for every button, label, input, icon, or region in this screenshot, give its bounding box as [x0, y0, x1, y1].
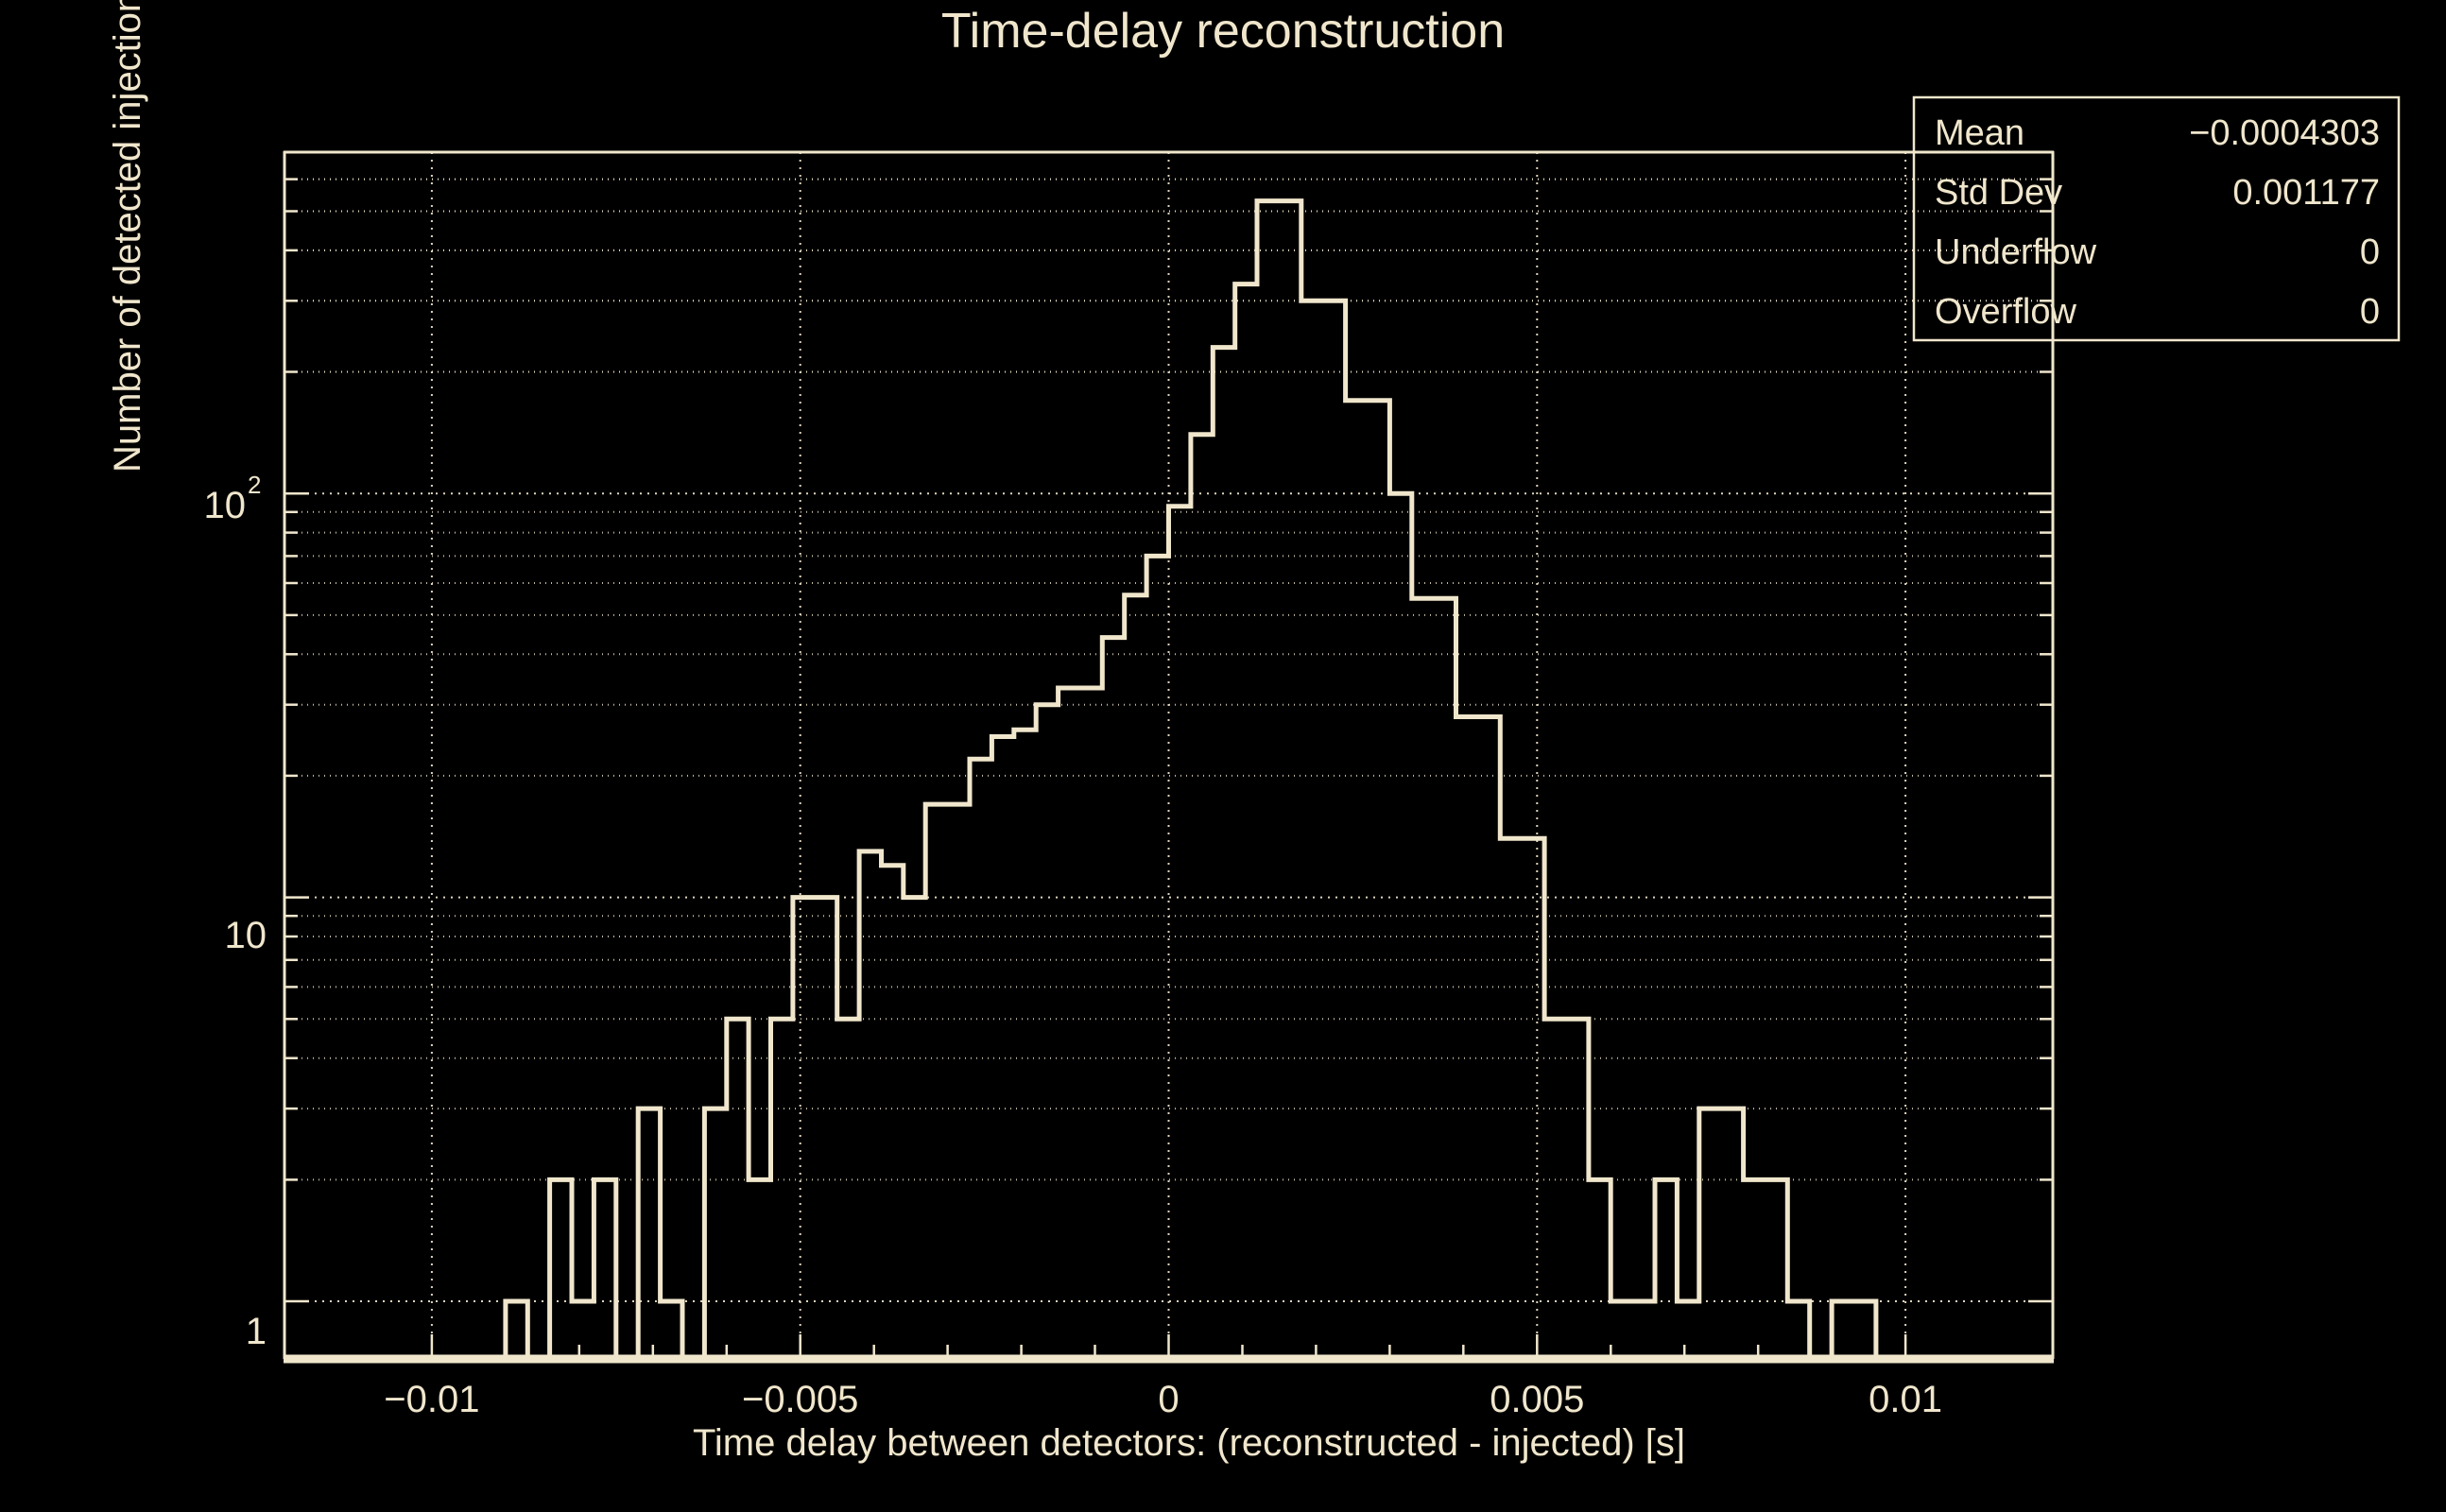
x-axis-title: Time delay between detectors: (reconstru… — [693, 1422, 1685, 1464]
y-tick-label-1: 1 — [246, 1311, 267, 1352]
y-tick-label-100-exponent: 2 — [248, 471, 261, 499]
y-axis-title: Number of detected injections — [107, 0, 148, 472]
stats-row-label: Underflow — [1935, 232, 2097, 272]
x-tick-label: 0 — [1158, 1379, 1179, 1420]
y-tick-label-100: 10 2 — [204, 471, 262, 526]
x-tick-label: −0.01 — [384, 1379, 479, 1420]
x-tick-label: 0.005 — [1490, 1379, 1584, 1420]
stats-row-label: Std Dev — [1935, 173, 2062, 213]
stats-box-rows: Mean −0.0004303 Std Dev 0.001177 Underflow 0 O… — [1935, 113, 2380, 332]
y-tick-labels: 1 10 10 2 — [204, 471, 267, 1352]
stats-box-border — [1912, 95, 2401, 342]
histogram-step-curve — [284, 198, 2053, 1362]
plot-title: Time-delay reconstruction — [941, 4, 1505, 59]
stats-row-label: Mean — [1935, 113, 2024, 153]
stats-row-value: 0.001177 — [2232, 173, 2380, 213]
y-tick-label-10: 10 — [225, 915, 267, 956]
stats-row-value: −0.0004303 — [2189, 113, 2380, 153]
stats-row-label: Overflow — [1935, 292, 2076, 332]
grid-lines — [284, 151, 2053, 1359]
stats-row-value: 0 — [2360, 232, 2380, 272]
stats-row-value: 0 — [2360, 292, 2380, 332]
axis-tick-marks — [284, 150, 2053, 1359]
y-tick-label-100-mantissa: 10 — [204, 485, 247, 526]
stats-box: Mean −0.0004303 Std Dev 0.001177 Underflow 0 O… — [1912, 95, 2401, 342]
x-tick-label: 0.01 — [1869, 1379, 1942, 1420]
x-tick-labels: −0.01 −0.005 0 0.005 0.01 — [384, 1379, 1942, 1420]
x-tick-label: −0.005 — [742, 1379, 858, 1420]
